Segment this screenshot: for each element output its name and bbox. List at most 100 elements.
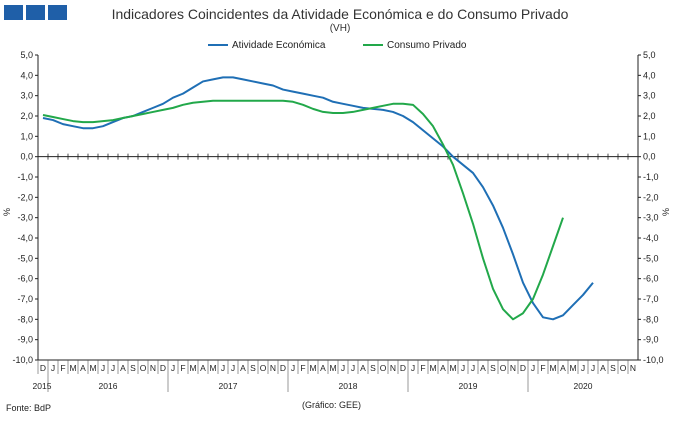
year-label: 2016 <box>99 381 118 391</box>
month-label: D <box>40 363 46 373</box>
year-label: 2020 <box>574 381 593 391</box>
month-label: O <box>620 363 627 373</box>
month-label: J <box>581 363 585 373</box>
y-tick-label-right: -8,0 <box>643 314 659 324</box>
month-label: M <box>89 363 96 373</box>
month-label: J <box>231 363 235 373</box>
y-tick-label-left: -8,0 <box>17 314 33 324</box>
y-tick-label-right: -9,0 <box>643 335 659 345</box>
series-consumo-privado-line <box>42 99 564 321</box>
month-label: F <box>540 363 545 373</box>
month-label: J <box>101 363 105 373</box>
month-label: J <box>531 363 535 373</box>
y-tick-label-right: 3,0 <box>643 91 656 101</box>
month-label: S <box>370 363 376 373</box>
y-tick-label-left: -4,0 <box>17 233 33 243</box>
y-tick-label-right: -4,0 <box>643 233 659 243</box>
month-label: J <box>351 363 355 373</box>
month-label: S <box>130 363 136 373</box>
month-label: A <box>240 363 246 373</box>
month-label: J <box>291 363 295 373</box>
y-tick-label-right: -5,0 <box>643 253 659 263</box>
month-label: S <box>250 363 256 373</box>
y-tick-label-left: -2,0 <box>17 192 33 202</box>
month-label: A <box>360 363 366 373</box>
month-label: M <box>569 363 576 373</box>
month-label: M <box>309 363 316 373</box>
chart-title: Indicadores Coincidentes da Atividade Ec… <box>111 6 569 22</box>
y-tick-label-right: 4,0 <box>643 70 656 80</box>
y-tick-label-right: -2,0 <box>643 192 659 202</box>
month-label: N <box>270 363 276 373</box>
month-label: D <box>280 363 286 373</box>
month-label: O <box>140 363 147 373</box>
month-label: O <box>500 363 507 373</box>
y-tick-label-left: -7,0 <box>17 294 33 304</box>
y-tick-label-left: 1,0 <box>20 131 33 141</box>
axes-layer <box>35 54 641 392</box>
y-tick-label-left: -6,0 <box>17 274 33 284</box>
year-label: 2017 <box>219 381 238 391</box>
month-label: J <box>411 363 415 373</box>
month-label: D <box>160 363 166 373</box>
y-tick-label-right: 0,0 <box>643 152 656 162</box>
month-label: M <box>209 363 216 373</box>
y-tick-label-left: -3,0 <box>17 213 33 223</box>
y-tick-label-left: -5,0 <box>17 253 33 263</box>
legend-label: Atividade Económica <box>232 40 326 51</box>
year-label: 2019 <box>459 381 478 391</box>
y-tick-label-right: -1,0 <box>643 172 659 182</box>
y-tick-label-right: -10,0 <box>643 355 664 365</box>
month-label: M <box>549 363 556 373</box>
month-label: F <box>420 363 425 373</box>
y-tick-label-right: 5,0 <box>643 50 656 60</box>
month-label: D <box>400 363 406 373</box>
month-label: A <box>120 363 126 373</box>
month-label: N <box>150 363 156 373</box>
y-tick-label-right: -7,0 <box>643 294 659 304</box>
month-label: M <box>329 363 336 373</box>
month-label: A <box>320 363 326 373</box>
month-label: N <box>630 363 636 373</box>
chart-subtitle: (VH) <box>329 23 351 34</box>
labels-layer: 5,0 5,0 4,0 4,0 3,0 3,0 2,0 2,0 1,0 1,0 0,0 0,0 -1,0… <box>2 50 671 391</box>
month-label: A <box>600 363 606 373</box>
logo-block <box>26 5 45 20</box>
month-label: S <box>490 363 496 373</box>
y-tick-label-right: 1,0 <box>643 131 656 141</box>
credit-note: (Gráfico: GEE) <box>302 400 362 410</box>
y-tick-label-left: 3,0 <box>20 91 33 101</box>
month-label: J <box>471 363 475 373</box>
month-label: M <box>69 363 76 373</box>
logo-block <box>48 5 67 20</box>
month-label: O <box>260 363 267 373</box>
month-label: O <box>380 363 387 373</box>
y-axis-label-left: % <box>2 208 12 216</box>
month-label: F <box>60 363 65 373</box>
series-layer <box>42 76 594 321</box>
series-atividade-economica-line <box>42 76 594 321</box>
y-tick-label-right: -6,0 <box>643 274 659 284</box>
month-label: A <box>440 363 446 373</box>
source-note: Fonte: BdP <box>6 403 52 413</box>
y-axis-label-right: % <box>661 208 671 216</box>
month-label: J <box>171 363 175 373</box>
y-tick-label-right: -3,0 <box>643 213 659 223</box>
gee-logo <box>4 5 67 20</box>
year-label: 2015 <box>33 381 52 391</box>
month-label: J <box>51 363 55 373</box>
month-label: M <box>449 363 456 373</box>
month-label: F <box>180 363 185 373</box>
month-label: A <box>560 363 566 373</box>
legend: Atividade Económica Consumo Privado <box>208 40 467 51</box>
y-tick-label-right: 2,0 <box>643 111 656 121</box>
y-tick-label-left: 2,0 <box>20 111 33 121</box>
month-label: J <box>341 363 345 373</box>
y-tick-label-left: 5,0 <box>20 50 33 60</box>
month-label: A <box>480 363 486 373</box>
y-tick-label-left: -1,0 <box>17 172 33 182</box>
month-label: M <box>189 363 196 373</box>
legend-label: Consumo Privado <box>387 40 467 51</box>
y-tick-label-left: -10,0 <box>12 355 33 365</box>
